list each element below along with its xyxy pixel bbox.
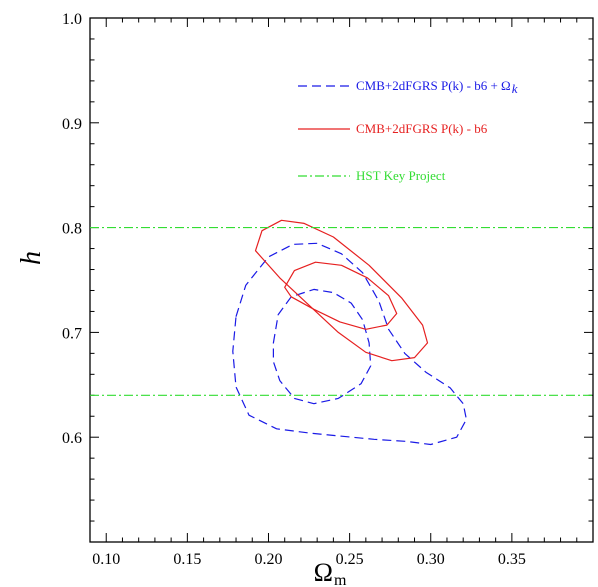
legend-label-blue: CMB+2dFGRS P(k) - b6 + Ω xyxy=(356,78,511,93)
y-tick-label: 1.0 xyxy=(62,11,82,28)
legend: CMB+2dFGRS P(k) - b6 + Ω k CMB+2dFGRS P(… xyxy=(298,78,518,183)
contour-blue-outer xyxy=(232,242,467,446)
x-tick-label: 0.25 xyxy=(336,551,364,568)
x-tick-label: 0.35 xyxy=(498,551,526,568)
y-tick-label: 0.9 xyxy=(62,116,82,133)
y-axis-label: h xyxy=(16,251,47,265)
contour-blue-inner xyxy=(272,288,372,405)
x-tick-label: 0.30 xyxy=(417,551,445,568)
x-tick-label: 0.20 xyxy=(254,551,282,568)
plot-frame xyxy=(89,17,594,543)
contour-red-inner xyxy=(284,261,398,330)
x-tick-label: 0.15 xyxy=(173,551,201,568)
legend-label-green: HST Key Project xyxy=(356,168,446,183)
legend-label-red: CMB+2dFGRS P(k) - b6 xyxy=(356,121,488,136)
ticks: 0.10 0.15 0.20 0.25 0.30 0.35 0.6 0.7 0.8 0.9 1.0 xyxy=(62,11,593,568)
y-tick-label: 0.8 xyxy=(62,221,82,238)
contour-red-outer xyxy=(254,219,429,362)
x-axis-label: Ω xyxy=(314,558,333,587)
x-axis-label-subscript: m xyxy=(334,572,347,587)
y-tick-label: 0.7 xyxy=(62,325,82,342)
legend-label-blue-subscript: k xyxy=(512,81,518,96)
series-group xyxy=(90,219,593,446)
x-tick-label: 0.10 xyxy=(92,551,120,568)
y-tick-label: 0.6 xyxy=(62,430,82,447)
